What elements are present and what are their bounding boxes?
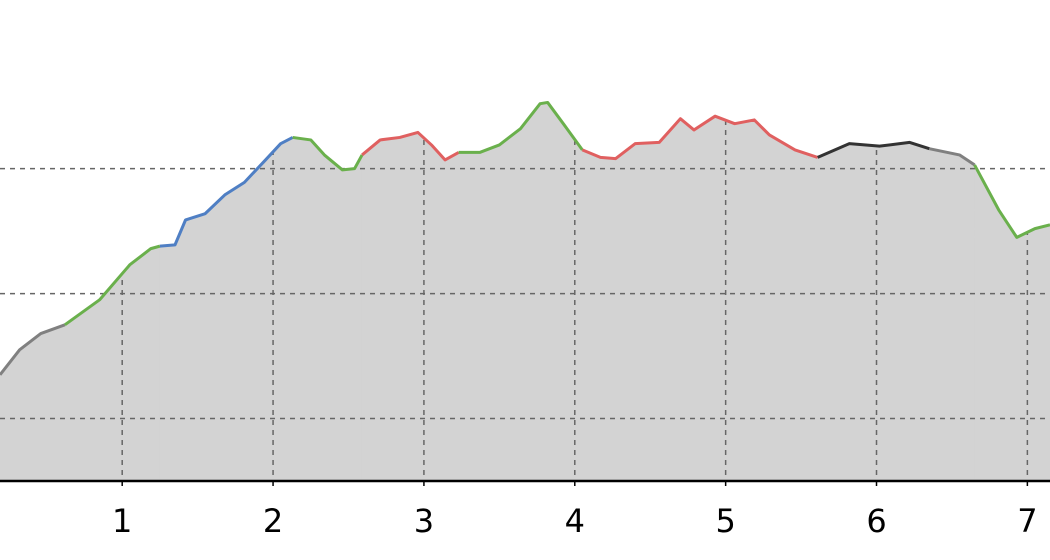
x-tick-label: 6 xyxy=(866,502,886,540)
area-fill xyxy=(361,131,460,482)
area-fill xyxy=(974,164,1050,482)
profile-line xyxy=(581,114,819,161)
area-fill xyxy=(292,136,363,482)
profile-line xyxy=(63,244,161,327)
area-fill xyxy=(0,324,66,482)
area-fill xyxy=(64,245,161,482)
area-fill xyxy=(817,141,930,482)
area-fill xyxy=(159,136,294,482)
profile-line xyxy=(458,100,584,154)
x-tick-label: 2 xyxy=(263,502,283,540)
profile-line xyxy=(361,130,460,162)
x-tick-label: 7 xyxy=(1017,502,1037,540)
area-fill xyxy=(581,115,819,482)
area-fill xyxy=(928,148,976,482)
profile-line xyxy=(817,140,930,159)
x-tick-label: 3 xyxy=(414,502,434,540)
profile-line xyxy=(929,147,976,167)
profile-line xyxy=(0,323,66,376)
profile-line xyxy=(292,135,364,172)
x-tick-label: 5 xyxy=(715,502,735,540)
x-tick-label: 4 xyxy=(565,502,585,540)
x-tick-label: 1 xyxy=(112,502,132,540)
area-fill xyxy=(458,101,583,482)
profile-line xyxy=(159,136,294,248)
profile-line xyxy=(973,164,1050,239)
